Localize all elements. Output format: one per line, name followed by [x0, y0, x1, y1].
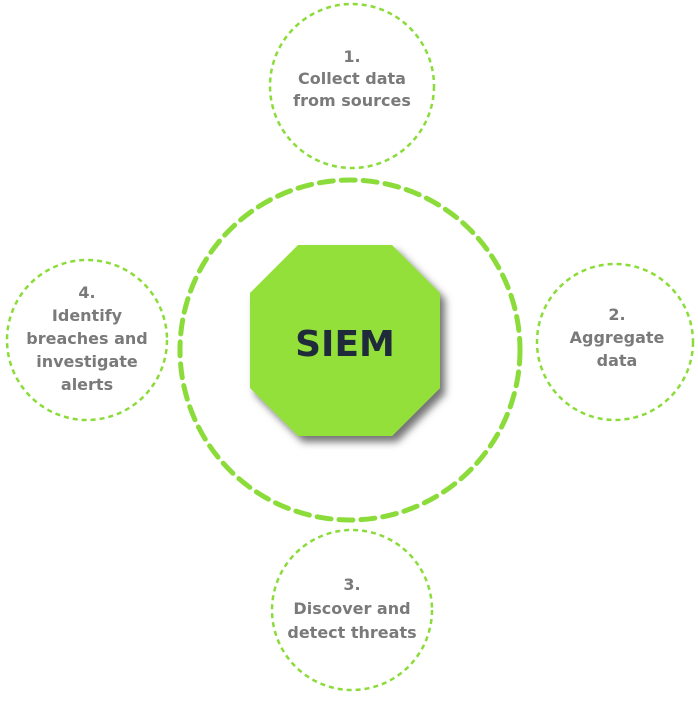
step-1-line-2: from sources — [293, 91, 411, 110]
step-4-circle — [5, 258, 169, 422]
step-4-line-2: breaches and — [26, 329, 147, 348]
step-2-line-2: data — [597, 351, 638, 370]
central-dashed-ring — [177, 177, 523, 523]
step-4-line-1: Identify — [52, 306, 123, 325]
step-2-number: 2. — [608, 305, 625, 324]
step-2-circle — [535, 262, 695, 422]
step-3-line-1: Discover and — [293, 599, 410, 618]
siem-label: SIEM — [295, 324, 395, 365]
step-2-line-1: Aggregate — [570, 328, 665, 347]
step-1-line-1: Collect data — [298, 69, 406, 88]
siem-octagon — [250, 245, 440, 436]
step-4-number: 4. — [78, 283, 95, 302]
step-1-circle — [268, 2, 436, 170]
step-1-number: 1. — [343, 47, 360, 66]
step-3-number: 3. — [343, 575, 360, 594]
step-3-circle — [270, 528, 434, 692]
step-4-line-4: alerts — [61, 375, 113, 394]
step-3-line-2: detect threats — [287, 623, 416, 642]
step-4-line-3: investigate — [36, 352, 138, 371]
